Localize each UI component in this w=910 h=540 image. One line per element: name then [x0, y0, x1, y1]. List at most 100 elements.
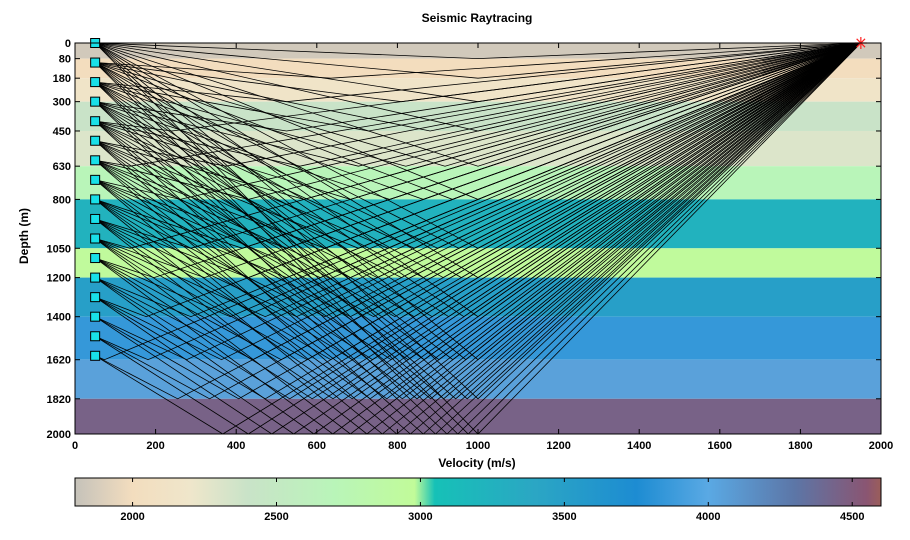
y-tick-label: 300 [53, 97, 71, 109]
y-tick-label: 1050 [47, 243, 71, 255]
ray-path [94, 42, 862, 318]
colorbar-ticks: 2000 2500 3000 3500 4000 4500 [120, 478, 864, 523]
y-tick-label: 2000 [47, 429, 71, 441]
y-tick-label: 1400 [47, 312, 71, 324]
x-tick-label: 200 [146, 440, 164, 452]
ray-path [95, 42, 862, 318]
ray-path [95, 42, 861, 167]
x-axis-label: Velocity (m/s) [438, 456, 515, 470]
y-tick-label: 1200 [47, 273, 71, 285]
ray-paths [94, 42, 862, 435]
ray-path [95, 42, 862, 361]
ray-path [94, 42, 862, 400]
ray-path [95, 42, 862, 400]
ray-path [95, 42, 862, 249]
x-tick-label: 0 [72, 440, 78, 452]
receiver-marker [90, 77, 101, 88]
x-tick-label: 1200 [546, 440, 570, 452]
ray-path [94, 42, 862, 400]
receiver-marker [90, 253, 101, 264]
ray-path [95, 42, 861, 132]
ray-path [95, 42, 862, 279]
x-tick-label: 1000 [466, 440, 490, 452]
receiver-marker [90, 57, 101, 68]
ray-path [95, 42, 862, 400]
ray-path [95, 42, 861, 103]
receiver-marker [90, 194, 101, 205]
receiver-marker [90, 331, 101, 342]
ray-path [94, 42, 862, 400]
ray-path [94, 42, 862, 400]
ray-path [94, 42, 862, 400]
y-tick-label: 450 [53, 126, 71, 138]
y-tick-label: 0 [65, 38, 71, 50]
ray-path [95, 42, 862, 318]
ray-path [95, 42, 861, 132]
velocity-layer [75, 316, 881, 360]
x-tick-label: 400 [227, 440, 245, 452]
ray-path [95, 42, 862, 318]
colorbar-tick-label: 3500 [552, 511, 576, 523]
ray-path [94, 42, 862, 400]
receiver-marker [90, 350, 101, 361]
colorbar-tick-label: 2500 [264, 511, 288, 523]
ray-path [94, 42, 862, 400]
y-axis-ticks: 0 80 180 300 450 630 800 1050 1200 1400 1620 1820 20… [47, 38, 881, 441]
ray-path [95, 42, 862, 318]
ray-path [95, 42, 861, 167]
receiver-marker [90, 272, 101, 283]
ray-path [95, 42, 862, 167]
velocity-layer [75, 78, 881, 102]
chart-title: Seismic Raytracing [422, 11, 533, 25]
x-tick-label: 1800 [788, 440, 812, 452]
velocity-layer [75, 248, 881, 278]
x-tick-label: 800 [388, 440, 406, 452]
y-tick-label: 630 [53, 161, 71, 173]
ray-path [94, 42, 862, 400]
ray-path [95, 42, 861, 79]
x-tick-label: 1600 [708, 440, 732, 452]
ray-path [95, 42, 862, 167]
ray-path [95, 42, 862, 361]
ray-path [95, 42, 862, 361]
receiver-marker [90, 135, 101, 146]
receiver-marker [90, 233, 101, 244]
ray-path [95, 42, 861, 132]
ray-path [95, 42, 862, 167]
receiver-marker [90, 311, 101, 322]
receiver-marker [90, 213, 101, 224]
y-axis-label: Depth (m) [17, 208, 31, 264]
receiver-marker [90, 292, 101, 303]
receiver-marker [90, 155, 101, 166]
y-tick-label: 80 [59, 54, 71, 66]
ray-path [95, 42, 862, 318]
ray-path [95, 42, 862, 318]
y-tick-label: 1820 [47, 394, 71, 406]
ray-path [95, 42, 862, 318]
ray-path [95, 42, 862, 400]
x-axis-ticks: 0 200 400 600 800 1000 1200 1400 1600 1800 2000 [72, 43, 893, 452]
colorbar-tick-label: 4500 [840, 511, 864, 523]
x-tick-label: 600 [308, 440, 326, 452]
ray-path [95, 42, 861, 167]
colorbar-tick-label: 3000 [408, 511, 432, 523]
ray-path [95, 42, 861, 79]
colorbar-tick-label: 2000 [120, 511, 144, 523]
ray-path [94, 42, 862, 400]
ray-path [95, 42, 861, 60]
ray-path [94, 42, 862, 400]
ray-path [95, 42, 861, 132]
receivers [90, 38, 101, 361]
ray-path [94, 42, 862, 400]
velocity-layer [75, 398, 881, 434]
ray-path [95, 42, 862, 249]
y-tick-label: 180 [53, 73, 71, 85]
ray-path [94, 42, 862, 400]
y-tick-label: 800 [53, 194, 71, 206]
ray-path [95, 42, 862, 279]
ray-path [95, 42, 861, 200]
x-tick-label: 1400 [627, 440, 651, 452]
ray-path [94, 42, 862, 400]
receiver-marker [90, 174, 101, 185]
